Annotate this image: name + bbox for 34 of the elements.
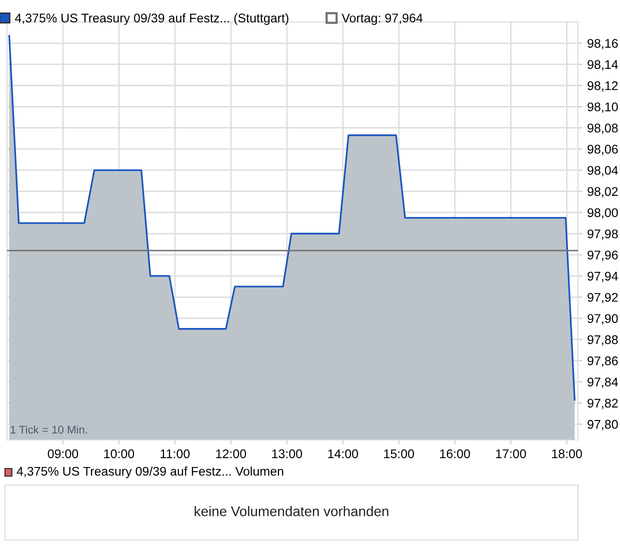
x-tick-label: 14:00 xyxy=(328,449,358,458)
y-tick-label: 97,96 xyxy=(588,250,618,261)
x-tick-label: 17:00 xyxy=(496,449,526,458)
y-tick-label: 98,12 xyxy=(588,81,618,92)
y-tick-label: 97,82 xyxy=(588,398,618,410)
y-tick-label: 97,86 xyxy=(588,356,618,367)
x-tick-label: 10:00 xyxy=(104,449,134,458)
y-tick-label: 98,04 xyxy=(588,166,618,176)
y-tick-label: 98,02 xyxy=(588,187,618,198)
y-tick-label: 97,88 xyxy=(588,335,618,346)
y-tick-label: 97,92 xyxy=(588,292,618,304)
legend-label: 4,375% US Treasury 09/39 auf Festz... (Stuttgart) xyxy=(14,13,288,25)
x-tick-label: 11:00 xyxy=(160,449,190,458)
y-tick-label: 98,10 xyxy=(588,102,618,113)
y-tick-label: 97,90 xyxy=(588,314,618,324)
x-tick-label: 09:00 xyxy=(48,449,78,458)
y-tick-label: 97,80 xyxy=(588,420,618,430)
y-tick-label: 97,98 xyxy=(588,229,618,240)
x-tick-label: 15:00 xyxy=(384,449,414,458)
text: 4,375% US Treasury 09/39 auf Festz... Volumen xyxy=(16,466,284,478)
legend-label: Vortag: 97,964 xyxy=(342,14,423,25)
x-tick-label: 16:00 xyxy=(440,449,470,458)
y-tick-label: 98,00 xyxy=(588,208,618,219)
x-tick-label: 13:00 xyxy=(272,449,302,458)
x-tick-label: 12:00 xyxy=(216,449,246,458)
y-tick-label: 98,14 xyxy=(588,60,618,70)
y-tick-label: 97,84 xyxy=(588,378,618,388)
y-tick-label: 98,06 xyxy=(588,144,618,156)
y-tick-label: 97,94 xyxy=(588,272,618,282)
y-tick-label: 98,08 xyxy=(588,124,618,134)
text: keine Volumendaten vorhanden xyxy=(194,506,388,516)
annotation: 1 Tick = 10 Min. xyxy=(10,425,87,434)
y-tick-label: 98,16 xyxy=(588,38,618,50)
x-tick-label: 18:00 xyxy=(552,449,582,458)
